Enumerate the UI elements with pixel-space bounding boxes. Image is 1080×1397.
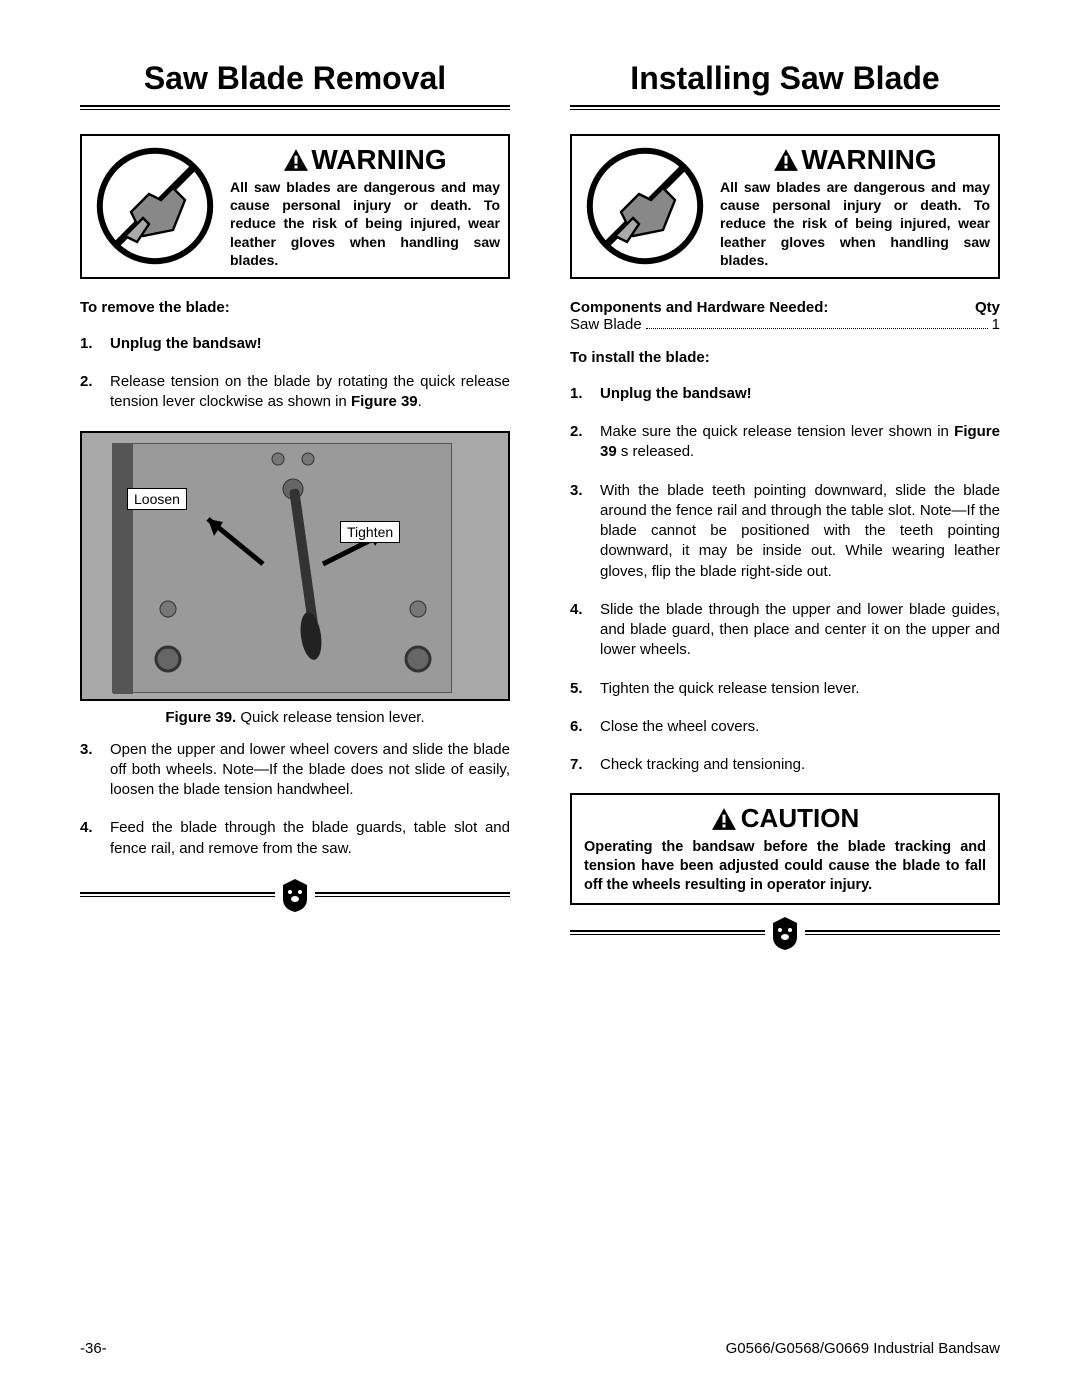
warning-body: All saw blades are dangerous and may cau… — [230, 178, 500, 269]
left-title: Saw Blade Removal — [80, 60, 510, 97]
figure-caption: Figure 39. Quick release tension lever. — [80, 709, 510, 726]
glove-warning-icon — [580, 144, 710, 269]
components-block: Components and Hardware Needed: Qty Saw … — [570, 299, 1000, 333]
caution-header: CAUTION — [584, 803, 986, 834]
left-intro: To remove the blade: — [80, 299, 510, 316]
list-item: Unplug the bandsaw! — [80, 334, 510, 354]
title-rule — [570, 105, 1000, 110]
component-row: Saw Blade 1 — [570, 316, 1000, 333]
list-item: With the blade teeth pointing downward, … — [570, 481, 1000, 582]
page-footer: -36- G0566/G0568/G0669 Industrial Bandsa… — [80, 1340, 1000, 1357]
list-item: Open the upper and lower wheel covers an… — [80, 740, 510, 801]
bear-icon — [769, 915, 801, 951]
right-column: Installing Saw Blade WARNI — [570, 60, 1000, 951]
figure-label-loosen: Loosen — [127, 488, 187, 510]
caution-body: Operating the bandsaw before the blade t… — [584, 838, 986, 895]
components-label: Components and Hardware Needed: — [570, 299, 828, 316]
title-rule — [80, 105, 510, 110]
left-column: Saw Blade Removal WARNING — [80, 60, 510, 951]
right-title: Installing Saw Blade — [570, 60, 1000, 97]
left-steps-cont: Open the upper and lower wheel covers an… — [80, 740, 510, 859]
warning-header: WARNING — [230, 144, 500, 176]
left-warning-box: WARNING All saw blades are dangerous and… — [80, 134, 510, 279]
page-number: -36- — [80, 1340, 107, 1357]
list-item: Check tracking and tensioning. — [570, 755, 1000, 775]
list-item: Unplug the bandsaw! — [570, 384, 1000, 404]
figure-label-tighten: Tighten — [340, 521, 400, 543]
section-end-rule — [570, 915, 1000, 951]
caution-box: CAUTION Operating the bandsaw before the… — [570, 793, 1000, 905]
list-item: Tighten the quick release tension lever. — [570, 679, 1000, 699]
section-end-rule — [80, 877, 510, 913]
bear-icon — [279, 877, 311, 913]
list-item: Close the wheel covers. — [570, 717, 1000, 737]
glove-warning-icon — [90, 144, 220, 269]
right-intro: To install the blade: — [570, 349, 1000, 366]
warning-triangle-icon — [773, 148, 799, 172]
figure-image: Loosen Tighten — [80, 431, 510, 701]
figure-39: Loosen Tighten Figure 39. Quick release … — [80, 431, 510, 726]
left-steps: Unplug the bandsaw! Release tension on t… — [80, 334, 510, 413]
list-item: Release tension on the blade by rotating… — [80, 372, 510, 413]
list-item: Feed the blade through the blade guards,… — [80, 818, 510, 859]
list-item: Slide the blade through the upper and lo… — [570, 600, 1000, 661]
warning-header: WARNING — [720, 144, 990, 176]
components-qty-header: Qty — [975, 299, 1000, 316]
caution-triangle-icon — [711, 807, 737, 831]
doc-title: G0566/G0568/G0669 Industrial Bandsaw — [726, 1340, 1000, 1357]
right-warning-box: WARNING All saw blades are dangerous and… — [570, 134, 1000, 279]
list-item: Make sure the quick release tension leve… — [570, 422, 1000, 463]
warning-triangle-icon — [283, 148, 309, 172]
warning-body: All saw blades are dangerous and may cau… — [720, 178, 990, 269]
right-steps: Unplug the bandsaw! Make sure the quick … — [570, 384, 1000, 776]
